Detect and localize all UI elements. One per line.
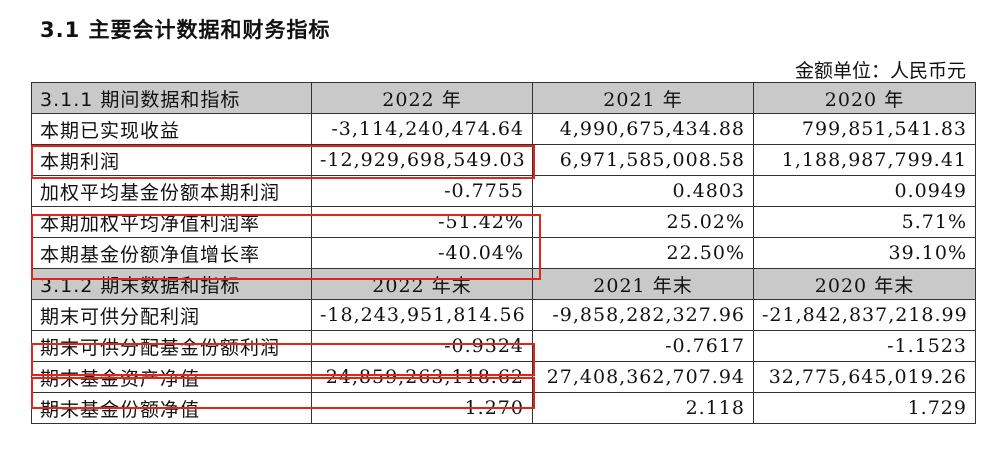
financial-indicators-table: 3.1.1 期间数据和指标 2022 年 2021 年 2020 年 本期已实现… xyxy=(31,82,976,424)
header-cell: 2022 年 xyxy=(311,82,533,114)
cell-value: -1.1523 xyxy=(753,330,976,362)
cell-value: 2.118 xyxy=(532,392,754,424)
row-label: 加权平均基金份额本期利润 xyxy=(31,175,312,207)
cell-value: -40.04% xyxy=(311,237,533,269)
section-header-period-end: 3.1.2 期末数据和指标 2022 年末 2021 年末 2020 年末 xyxy=(31,268,976,300)
cell-value: -12,929,698,549.03 xyxy=(311,144,533,176)
table-row: 本期基金份额净值增长率 -40.04% 22.50% 39.10% xyxy=(31,237,976,269)
cell-value: 6,971,585,008.58 xyxy=(532,144,754,176)
header-cell: 2022 年末 xyxy=(311,268,533,300)
cell-value: 24,859,263,118.62 xyxy=(311,361,533,393)
row-label: 本期已实现收益 xyxy=(31,113,312,145)
cell-value: -0.7755 xyxy=(311,175,533,207)
row-label: 期末可供分配利润 xyxy=(31,299,312,331)
cell-value: 5.71% xyxy=(753,206,976,238)
row-label: 本期基金份额净值增长率 xyxy=(31,237,312,269)
header-cell: 3.1.1 期间数据和指标 xyxy=(31,82,312,114)
cell-value: 27,408,362,707.94 xyxy=(532,361,754,393)
table-row: 期末可供分配利润 -18,243,951,814.56 -9,858,282,3… xyxy=(31,299,976,331)
cell-value: -21,842,837,218.99 xyxy=(753,299,976,331)
cell-value: 39.10% xyxy=(753,237,976,269)
section-header-period: 3.1.1 期间数据和指标 2022 年 2021 年 2020 年 xyxy=(31,82,976,114)
cell-value: 4,990,675,434.88 xyxy=(532,113,754,145)
cell-value: 22.50% xyxy=(532,237,754,269)
cell-value: -3,114,240,474.64 xyxy=(311,113,533,145)
header-cell: 3.1.2 期末数据和指标 xyxy=(31,268,312,300)
cell-value: 0.0949 xyxy=(753,175,976,207)
cell-value: 0.4803 xyxy=(532,175,754,207)
row-label: 本期加权平均净值利润率 xyxy=(31,206,312,238)
table-row: 期末基金资产净值 24,859,263,118.62 27,408,362,70… xyxy=(31,361,976,393)
cell-value: -0.9324 xyxy=(311,330,533,362)
cell-value: 799,851,541.83 xyxy=(753,113,976,145)
currency-unit-note: 金额单位：人民币元 xyxy=(794,60,966,82)
table-row: 期末可供分配基金份额利润 -0.9324 -0.7617 -1.1523 xyxy=(31,330,976,362)
table-row: 本期已实现收益 -3,114,240,474.64 4,990,675,434.… xyxy=(31,113,976,145)
cell-value: 25.02% xyxy=(532,206,754,238)
cell-value: -9,858,282,327.96 xyxy=(532,299,754,331)
row-label: 期末基金份额净值 xyxy=(31,392,312,424)
header-cell: 2021 年末 xyxy=(532,268,754,300)
header-cell: 2021 年 xyxy=(532,82,754,114)
cell-value: -51.42% xyxy=(311,206,533,238)
cell-value: -0.7617 xyxy=(532,330,754,362)
section-title: 3.1 主要会计数据和财务指标 xyxy=(40,18,331,42)
row-label: 期末可供分配基金份额利润 xyxy=(31,330,312,362)
cell-value: 1.729 xyxy=(753,392,976,424)
cell-value: -18,243,951,814.56 xyxy=(311,299,533,331)
cell-value: 1.270 xyxy=(311,392,533,424)
table-row: 本期加权平均净值利润率 -51.42% 25.02% 5.71% xyxy=(31,206,976,238)
table-row: 加权平均基金份额本期利润 -0.7755 0.4803 0.0949 xyxy=(31,175,976,207)
header-cell: 2020 年末 xyxy=(753,268,976,300)
cell-value: 1,188,987,799.41 xyxy=(753,144,976,176)
cell-value: 32,775,645,019.26 xyxy=(753,361,976,393)
table-row: 本期利润 -12,929,698,549.03 6,971,585,008.58… xyxy=(31,144,976,176)
header-cell: 2020 年 xyxy=(753,82,976,114)
table-row: 期末基金份额净值 1.270 2.118 1.729 xyxy=(31,392,976,424)
row-label: 期末基金资产净值 xyxy=(31,361,312,393)
row-label: 本期利润 xyxy=(31,144,312,176)
